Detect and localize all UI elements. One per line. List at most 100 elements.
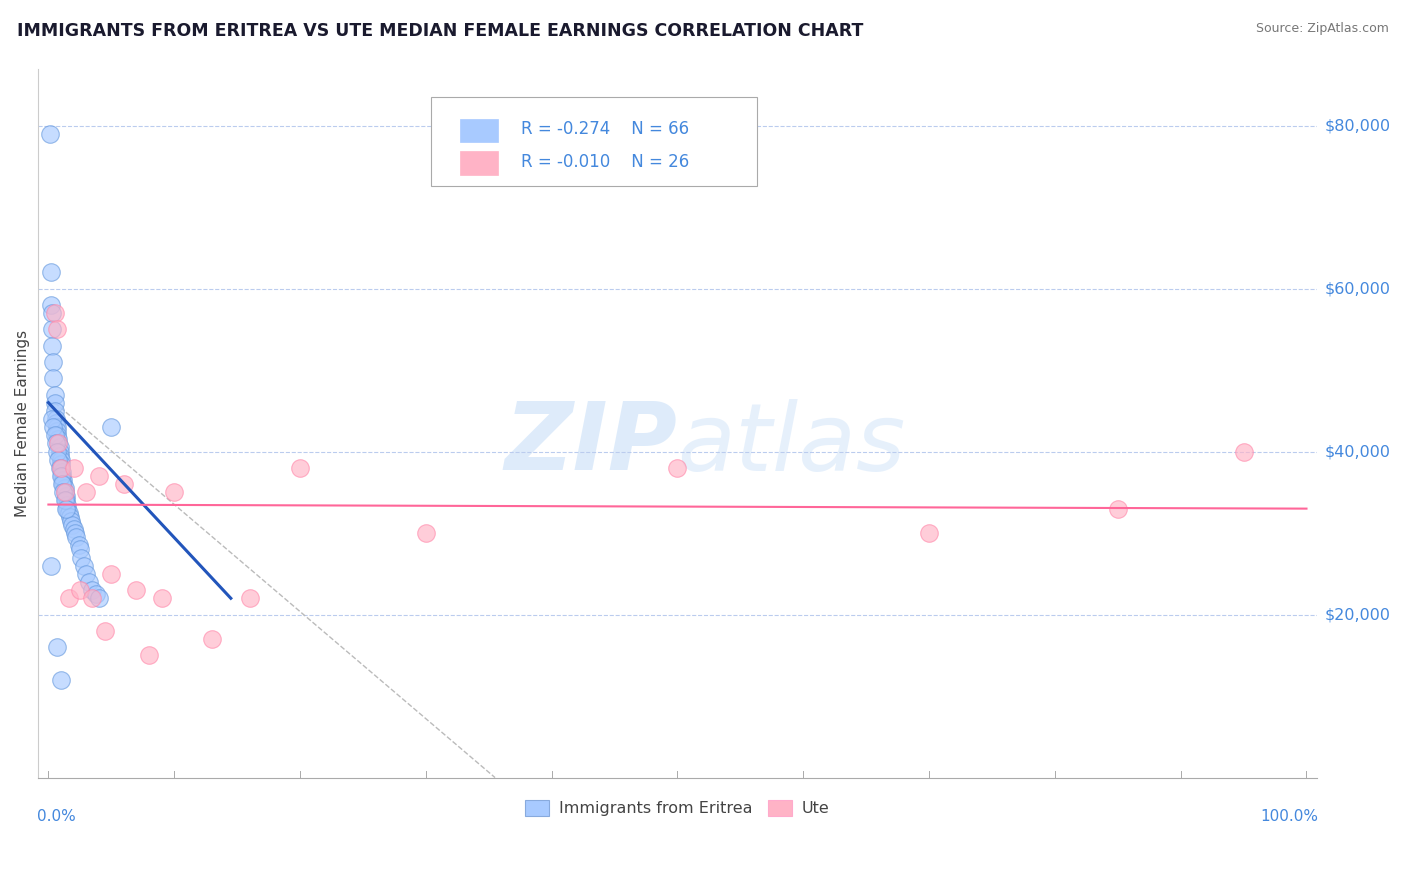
Point (415, 526, 437, 541)
Point (45, 436, 67, 450)
Point (53, 493, 76, 508)
Point (46, 428, 69, 442)
Point (48, 436, 70, 450)
Point (48, 441, 70, 455)
Point (87, 591, 110, 606)
Text: $80,000: $80,000 (1324, 118, 1391, 133)
Point (41, 306, 63, 320)
Point (87, 469, 110, 483)
Point (62, 461, 84, 475)
Point (48, 436, 70, 450)
Point (48, 433, 70, 447)
Point (70, 550, 93, 565)
Point (72, 558, 94, 573)
Point (65, 530, 87, 544)
Text: ZIP: ZIP (505, 399, 678, 491)
Point (48, 452, 70, 467)
Point (46, 322, 69, 336)
Point (53, 485, 76, 500)
Point (69, 542, 91, 557)
Point (46, 424, 69, 438)
Point (48, 461, 70, 475)
Text: Source: ZipAtlas.com: Source: ZipAtlas.com (1256, 22, 1389, 36)
Point (63, 526, 86, 541)
Point (49, 461, 72, 475)
Point (46, 420, 69, 434)
Point (38, 127, 60, 141)
Point (77, 574, 100, 589)
Point (55, 489, 77, 503)
Point (44, 387, 66, 401)
Point (53, 481, 76, 495)
Point (49, 673, 72, 687)
Point (1232, 444, 1254, 458)
Text: R = -0.010    N = 26: R = -0.010 N = 26 (522, 153, 690, 170)
Point (100, 420, 122, 434)
Point (918, 526, 941, 541)
Point (44, 395, 66, 409)
Point (82, 591, 104, 606)
Point (288, 461, 311, 475)
Point (42, 355, 65, 369)
Point (52, 473, 75, 487)
Point (56, 498, 79, 512)
Point (666, 461, 689, 475)
Point (51, 477, 73, 491)
Point (44, 428, 66, 442)
Text: atlas: atlas (678, 399, 905, 490)
Point (51, 469, 73, 483)
Point (58, 506, 80, 520)
Point (46, 640, 69, 655)
Point (239, 591, 262, 606)
Point (42, 371, 65, 385)
Text: 0.0%: 0.0% (37, 809, 76, 824)
Point (201, 632, 224, 646)
Point (94, 624, 117, 638)
Point (45, 412, 67, 426)
Point (49, 461, 72, 475)
Point (41, 412, 63, 426)
Point (67, 538, 90, 552)
Point (58, 591, 80, 606)
Point (1107, 501, 1129, 516)
Point (39, 558, 62, 573)
Point (75, 566, 97, 581)
Point (39, 265, 62, 279)
Bar (460, 119, 499, 142)
Point (138, 648, 160, 663)
Point (48, 444, 70, 458)
Point (53, 485, 76, 500)
Point (42, 420, 65, 434)
Point (100, 566, 122, 581)
Bar (460, 152, 499, 175)
Point (48, 449, 70, 463)
Point (55, 501, 77, 516)
Point (39, 298, 62, 312)
Point (44, 306, 66, 320)
Point (59, 509, 82, 524)
Point (46, 444, 69, 458)
Point (163, 485, 186, 500)
Point (75, 485, 97, 500)
Text: IMMIGRANTS FROM ERITREA VS UTE MEDIAN FEMALE EARNINGS CORRELATION CHART: IMMIGRANTS FROM ERITREA VS UTE MEDIAN FE… (17, 22, 863, 40)
Legend: Immigrants from Eritrea, Ute: Immigrants from Eritrea, Ute (519, 793, 837, 822)
Text: $40,000: $40,000 (1324, 444, 1391, 459)
Point (55, 493, 77, 508)
Point (69, 583, 91, 598)
Y-axis label: Median Female Earnings: Median Female Earnings (15, 329, 30, 516)
Point (62, 522, 84, 536)
Point (52, 485, 75, 500)
Point (51, 465, 73, 479)
Point (150, 591, 173, 606)
Point (56, 501, 79, 516)
Point (52, 477, 75, 491)
Point (41, 338, 63, 352)
Point (44, 404, 66, 418)
Point (82, 583, 104, 598)
Point (60, 517, 83, 532)
Point (45, 416, 67, 430)
Text: $60,000: $60,000 (1324, 281, 1391, 296)
Point (112, 477, 135, 491)
Text: $20,000: $20,000 (1324, 607, 1391, 622)
FancyBboxPatch shape (430, 97, 756, 186)
